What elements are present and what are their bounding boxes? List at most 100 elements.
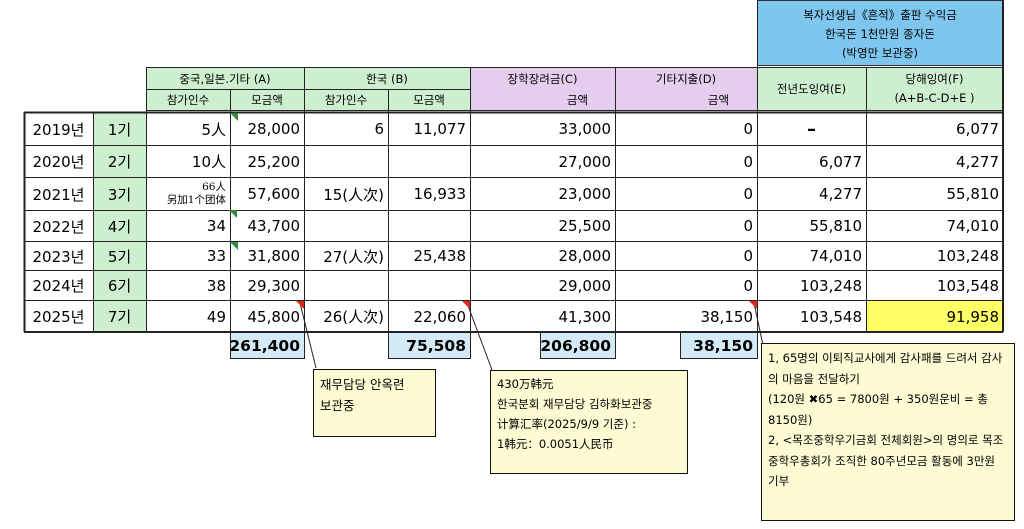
korea-amount-cell: [388, 211, 470, 241]
highlight-cell: [866, 301, 1003, 332]
comment-marker[interactable]: [230, 242, 238, 250]
other-expense-cell: 0: [743, 120, 753, 138]
surplus-cell: 4,277: [956, 152, 999, 171]
note-a-line2: 보관중: [320, 398, 355, 413]
total-cj: 261,400: [230, 336, 300, 355]
scholarship-cell: 29,000: [558, 276, 612, 295]
scholarship-cell: 23,000: [558, 185, 612, 203]
cj-people-cell: 34: [206, 217, 226, 235]
banner-line-3: (박영만 보관중): [841, 46, 919, 60]
note-a-line1: 재무담당 안옥련: [320, 377, 405, 392]
surplus-cell: 103,248: [936, 247, 999, 265]
surplus-cell: 74,010: [946, 217, 1000, 235]
banner-line-2: 한국돈 1천만원 종자돈: [825, 27, 935, 41]
cj-amount-cell: 45,800: [247, 307, 301, 326]
banner-line-1: 복자선생님《흔적》출판 수익금: [803, 8, 957, 22]
year-cell: 2020년: [32, 153, 85, 171]
scholarship-cell: 27,000: [558, 152, 612, 171]
header-bg-korea: [304, 67, 470, 110]
comment-marker[interactable]: [230, 113, 238, 121]
other-expense-cell: 0: [743, 152, 753, 171]
total-other: 38,150: [693, 336, 753, 355]
note-d-item1: 1, 65명의 이퇴직교사에게 감사패를 드려서 감사의 마음을 전달하기: [768, 351, 1003, 386]
header-surplus-line2: (A+B-C-D+E ): [894, 91, 975, 105]
korea-people-cell: [304, 146, 388, 177]
term-cell: 6기: [107, 277, 132, 295]
other-expense-cell: 38,150: [700, 307, 754, 326]
term-cell: 1기: [107, 120, 132, 139]
korea-people-cell: [304, 211, 388, 241]
other-expense-cell: 0: [743, 276, 753, 295]
cj-amount-cell: 43,700: [247, 217, 301, 235]
scholarship-cell: 28,000: [558, 247, 612, 265]
korea-amount-cell: 22,060: [413, 307, 467, 326]
surplus-cell: 91,958: [946, 307, 1000, 326]
korea-amount-cell: 11,077: [413, 120, 467, 138]
comment-marker[interactable]: [749, 301, 757, 309]
term-cell: 2기: [107, 153, 132, 171]
prev-surplus-cell: –: [807, 118, 816, 140]
cj-amount-cell: 57,600: [247, 185, 301, 203]
header-other-amount: 금액: [707, 93, 730, 107]
korea-amount-cell: 25,438: [413, 247, 467, 265]
header-prev-surplus: 전년도잉여(E): [776, 82, 847, 96]
korea-people-cell: 15(人次): [323, 185, 384, 204]
total-bg-other: [680, 332, 757, 359]
other-expense-cell: 0: [743, 185, 753, 203]
header-fund-korea: 모금액: [413, 93, 445, 107]
prev-surplus-cell: 74,010: [809, 247, 863, 265]
cj-amount-cell: 25,200: [247, 152, 301, 171]
term-cell: 3기: [107, 185, 132, 204]
korea-amount-cell: [388, 271, 470, 300]
other-expense-cell: 0: [743, 217, 753, 235]
cj-amount-cell: 29,300: [247, 276, 301, 295]
header-bg-other: [615, 67, 757, 110]
surplus-cell: 6,077: [956, 120, 999, 138]
term-cell: 7기: [107, 308, 132, 326]
prev-surplus-cell: 103,248: [799, 276, 862, 295]
korea-people-cell: [304, 271, 388, 300]
scholarship-cell: 33,000: [558, 120, 612, 138]
cj-people-cell: 10人: [191, 153, 226, 171]
total-korea: 75,508: [406, 336, 466, 355]
prev-surplus-cell: 4,277: [819, 185, 862, 203]
korea-people-cell: 26(人次): [323, 308, 384, 326]
other-expense-cell: 0: [743, 247, 753, 265]
header-scholarship-amount: 금액: [566, 93, 589, 107]
cj-amount-cell: 28,000: [247, 120, 301, 138]
comment-marker[interactable]: [229, 210, 237, 218]
header-scholarship: 장학장려금(C): [507, 72, 578, 86]
year-cell: 2024년: [32, 277, 85, 295]
header-korea: 한국 (B): [366, 71, 408, 86]
comment-note-d: 1, 65명의 이퇴직교사에게 감사패를 드려서 감사의 마음을 전달하기 (1…: [761, 343, 1015, 521]
year-cell: 2025년: [32, 308, 85, 326]
year-cell: 2019년: [32, 120, 85, 139]
surplus-cell: 103,548: [936, 276, 999, 295]
note-d-calc: (120원 ✖65 = 7800원 + 350원운비 = 총 8150원): [768, 392, 988, 427]
prev-surplus-cell: 6,077: [819, 152, 862, 171]
header-bg-prev: [757, 67, 866, 110]
header-participants-korea: 참가인수: [324, 93, 368, 107]
term-cell: 5기: [107, 247, 132, 266]
term-column-bg: [93, 113, 146, 332]
comment-note-b: 430万韩元 한국분회 재무담당 김하화보관중 计算汇率(2025/9/9 기준…: [490, 370, 688, 474]
header-surplus-line1: 당해잉여(F): [905, 72, 964, 86]
comment-marker[interactable]: [296, 301, 304, 309]
cj-amount-cell: 31,800: [247, 247, 301, 265]
korea-people-cell: 27(人次): [323, 247, 384, 266]
note-b-line3: 计算汇率(2025/9/9 기준) :: [497, 417, 636, 431]
header-bg-surplus: [866, 67, 1003, 110]
total-bg-cj: [230, 332, 304, 359]
year-cell: 2022년: [32, 217, 85, 236]
header-fund-cj: 모금액: [251, 93, 283, 107]
korea-amount-cell: 16,933: [413, 185, 467, 203]
total-scholarship: 206,800: [540, 336, 611, 355]
comment-marker[interactable]: [462, 301, 470, 309]
header-bg-china-japan: [146, 67, 304, 110]
scholarship-cell: 41,300: [558, 307, 612, 326]
row3-cj-people: 66人 另加1个团体: [146, 181, 230, 210]
prev-surplus-cell: 55,810: [809, 217, 863, 235]
korea-people-cell: 6: [374, 120, 384, 138]
korea-amount-cell: [388, 146, 470, 177]
